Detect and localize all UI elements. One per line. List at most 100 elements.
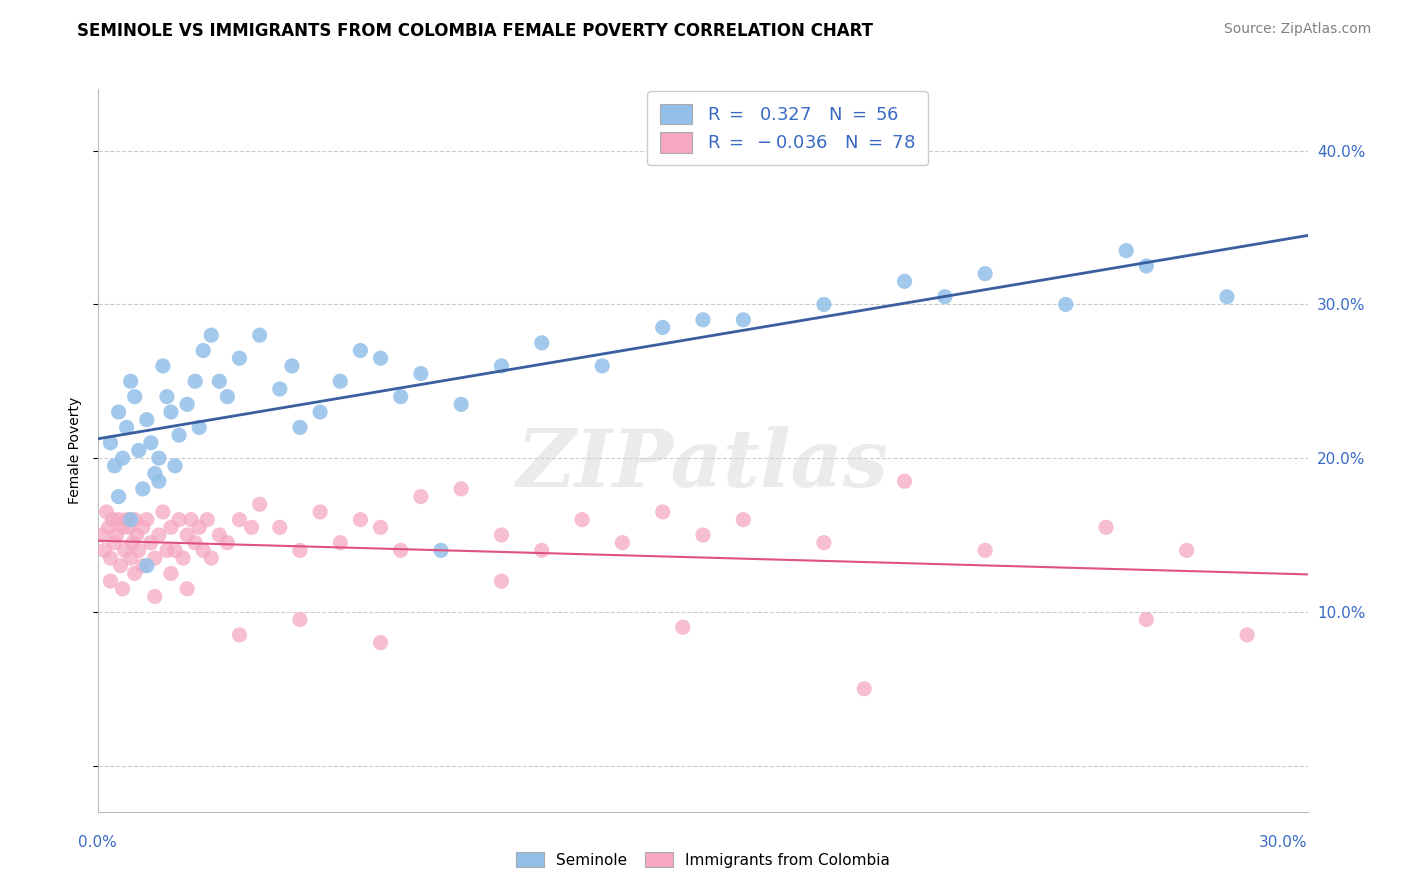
- Point: [184, 535, 207, 549]
- Point: [1054, 297, 1077, 311]
- Point: [200, 551, 222, 566]
- Point: [124, 566, 146, 581]
- Point: [1236, 628, 1258, 642]
- Point: [163, 543, 186, 558]
- Point: [101, 513, 124, 527]
- Point: [530, 335, 553, 350]
- Point: [193, 543, 215, 558]
- Point: [180, 513, 202, 527]
- Point: [651, 505, 673, 519]
- Point: [100, 435, 122, 450]
- Point: [128, 543, 150, 558]
- Point: [240, 520, 263, 534]
- Point: [148, 474, 170, 488]
- Point: [217, 390, 239, 404]
- Point: [692, 313, 714, 327]
- Point: [135, 413, 157, 427]
- Point: [97, 520, 120, 534]
- Point: [281, 359, 304, 373]
- Point: [121, 535, 143, 549]
- Point: [389, 543, 412, 558]
- Point: [111, 451, 134, 466]
- Text: SEMINOLE VS IMMIGRANTS FROM COLOMBIA FEMALE POVERTY CORRELATION CHART: SEMINOLE VS IMMIGRANTS FROM COLOMBIA FEM…: [77, 22, 873, 40]
- Point: [135, 558, 157, 573]
- Point: [100, 551, 122, 566]
- Point: [107, 513, 129, 527]
- Point: [329, 374, 352, 388]
- Point: [148, 451, 170, 466]
- Point: [176, 397, 198, 411]
- Point: [195, 513, 218, 527]
- Point: [132, 520, 155, 534]
- Point: [370, 351, 392, 366]
- Point: [107, 490, 129, 504]
- Point: [612, 535, 634, 549]
- Y-axis label: Female Poverty: Female Poverty: [69, 397, 83, 504]
- Point: [200, 328, 222, 343]
- Point: [124, 390, 146, 404]
- Text: ZIPatlas: ZIPatlas: [517, 426, 889, 504]
- Point: [1135, 613, 1157, 627]
- Text: 30.0%: 30.0%: [1260, 835, 1308, 850]
- Point: [530, 543, 553, 558]
- Point: [309, 405, 332, 419]
- Point: [188, 520, 211, 534]
- Point: [389, 390, 412, 404]
- Point: [1135, 259, 1157, 273]
- Point: [450, 397, 472, 411]
- Point: [228, 628, 250, 642]
- Point: [188, 420, 211, 434]
- Point: [160, 405, 183, 419]
- Text: Source: ZipAtlas.com: Source: ZipAtlas.com: [1223, 22, 1371, 37]
- Point: [491, 574, 513, 588]
- Point: [1175, 543, 1198, 558]
- Point: [269, 520, 291, 534]
- Point: [125, 528, 148, 542]
- Point: [591, 359, 613, 373]
- Point: [733, 513, 755, 527]
- Point: [430, 543, 453, 558]
- Point: [288, 420, 311, 434]
- Point: [103, 458, 125, 473]
- Point: [974, 267, 997, 281]
- Point: [228, 351, 250, 366]
- Point: [143, 551, 166, 566]
- Point: [249, 328, 271, 343]
- Point: [114, 543, 136, 558]
- Point: [370, 635, 392, 649]
- Point: [139, 535, 162, 549]
- Point: [143, 467, 166, 481]
- Point: [176, 582, 198, 596]
- Point: [160, 520, 183, 534]
- Point: [409, 367, 432, 381]
- Point: [111, 520, 134, 534]
- Point: [96, 505, 118, 519]
- Point: [1115, 244, 1137, 258]
- Point: [105, 528, 128, 542]
- Point: [120, 551, 142, 566]
- Point: [139, 435, 162, 450]
- Point: [409, 490, 432, 504]
- Point: [91, 528, 114, 542]
- Point: [329, 535, 352, 549]
- Point: [172, 551, 194, 566]
- Point: [288, 613, 311, 627]
- Point: [184, 374, 207, 388]
- Point: [124, 513, 146, 527]
- Point: [571, 513, 593, 527]
- Point: [208, 374, 231, 388]
- Point: [135, 513, 157, 527]
- Point: [167, 428, 190, 442]
- Point: [163, 458, 186, 473]
- Point: [853, 681, 876, 696]
- Point: [160, 566, 183, 581]
- Point: [370, 520, 392, 534]
- Point: [118, 520, 141, 534]
- Point: [115, 513, 138, 527]
- Point: [132, 558, 155, 573]
- Point: [813, 535, 835, 549]
- Point: [733, 313, 755, 327]
- Point: [450, 482, 472, 496]
- Point: [143, 590, 166, 604]
- Point: [269, 382, 291, 396]
